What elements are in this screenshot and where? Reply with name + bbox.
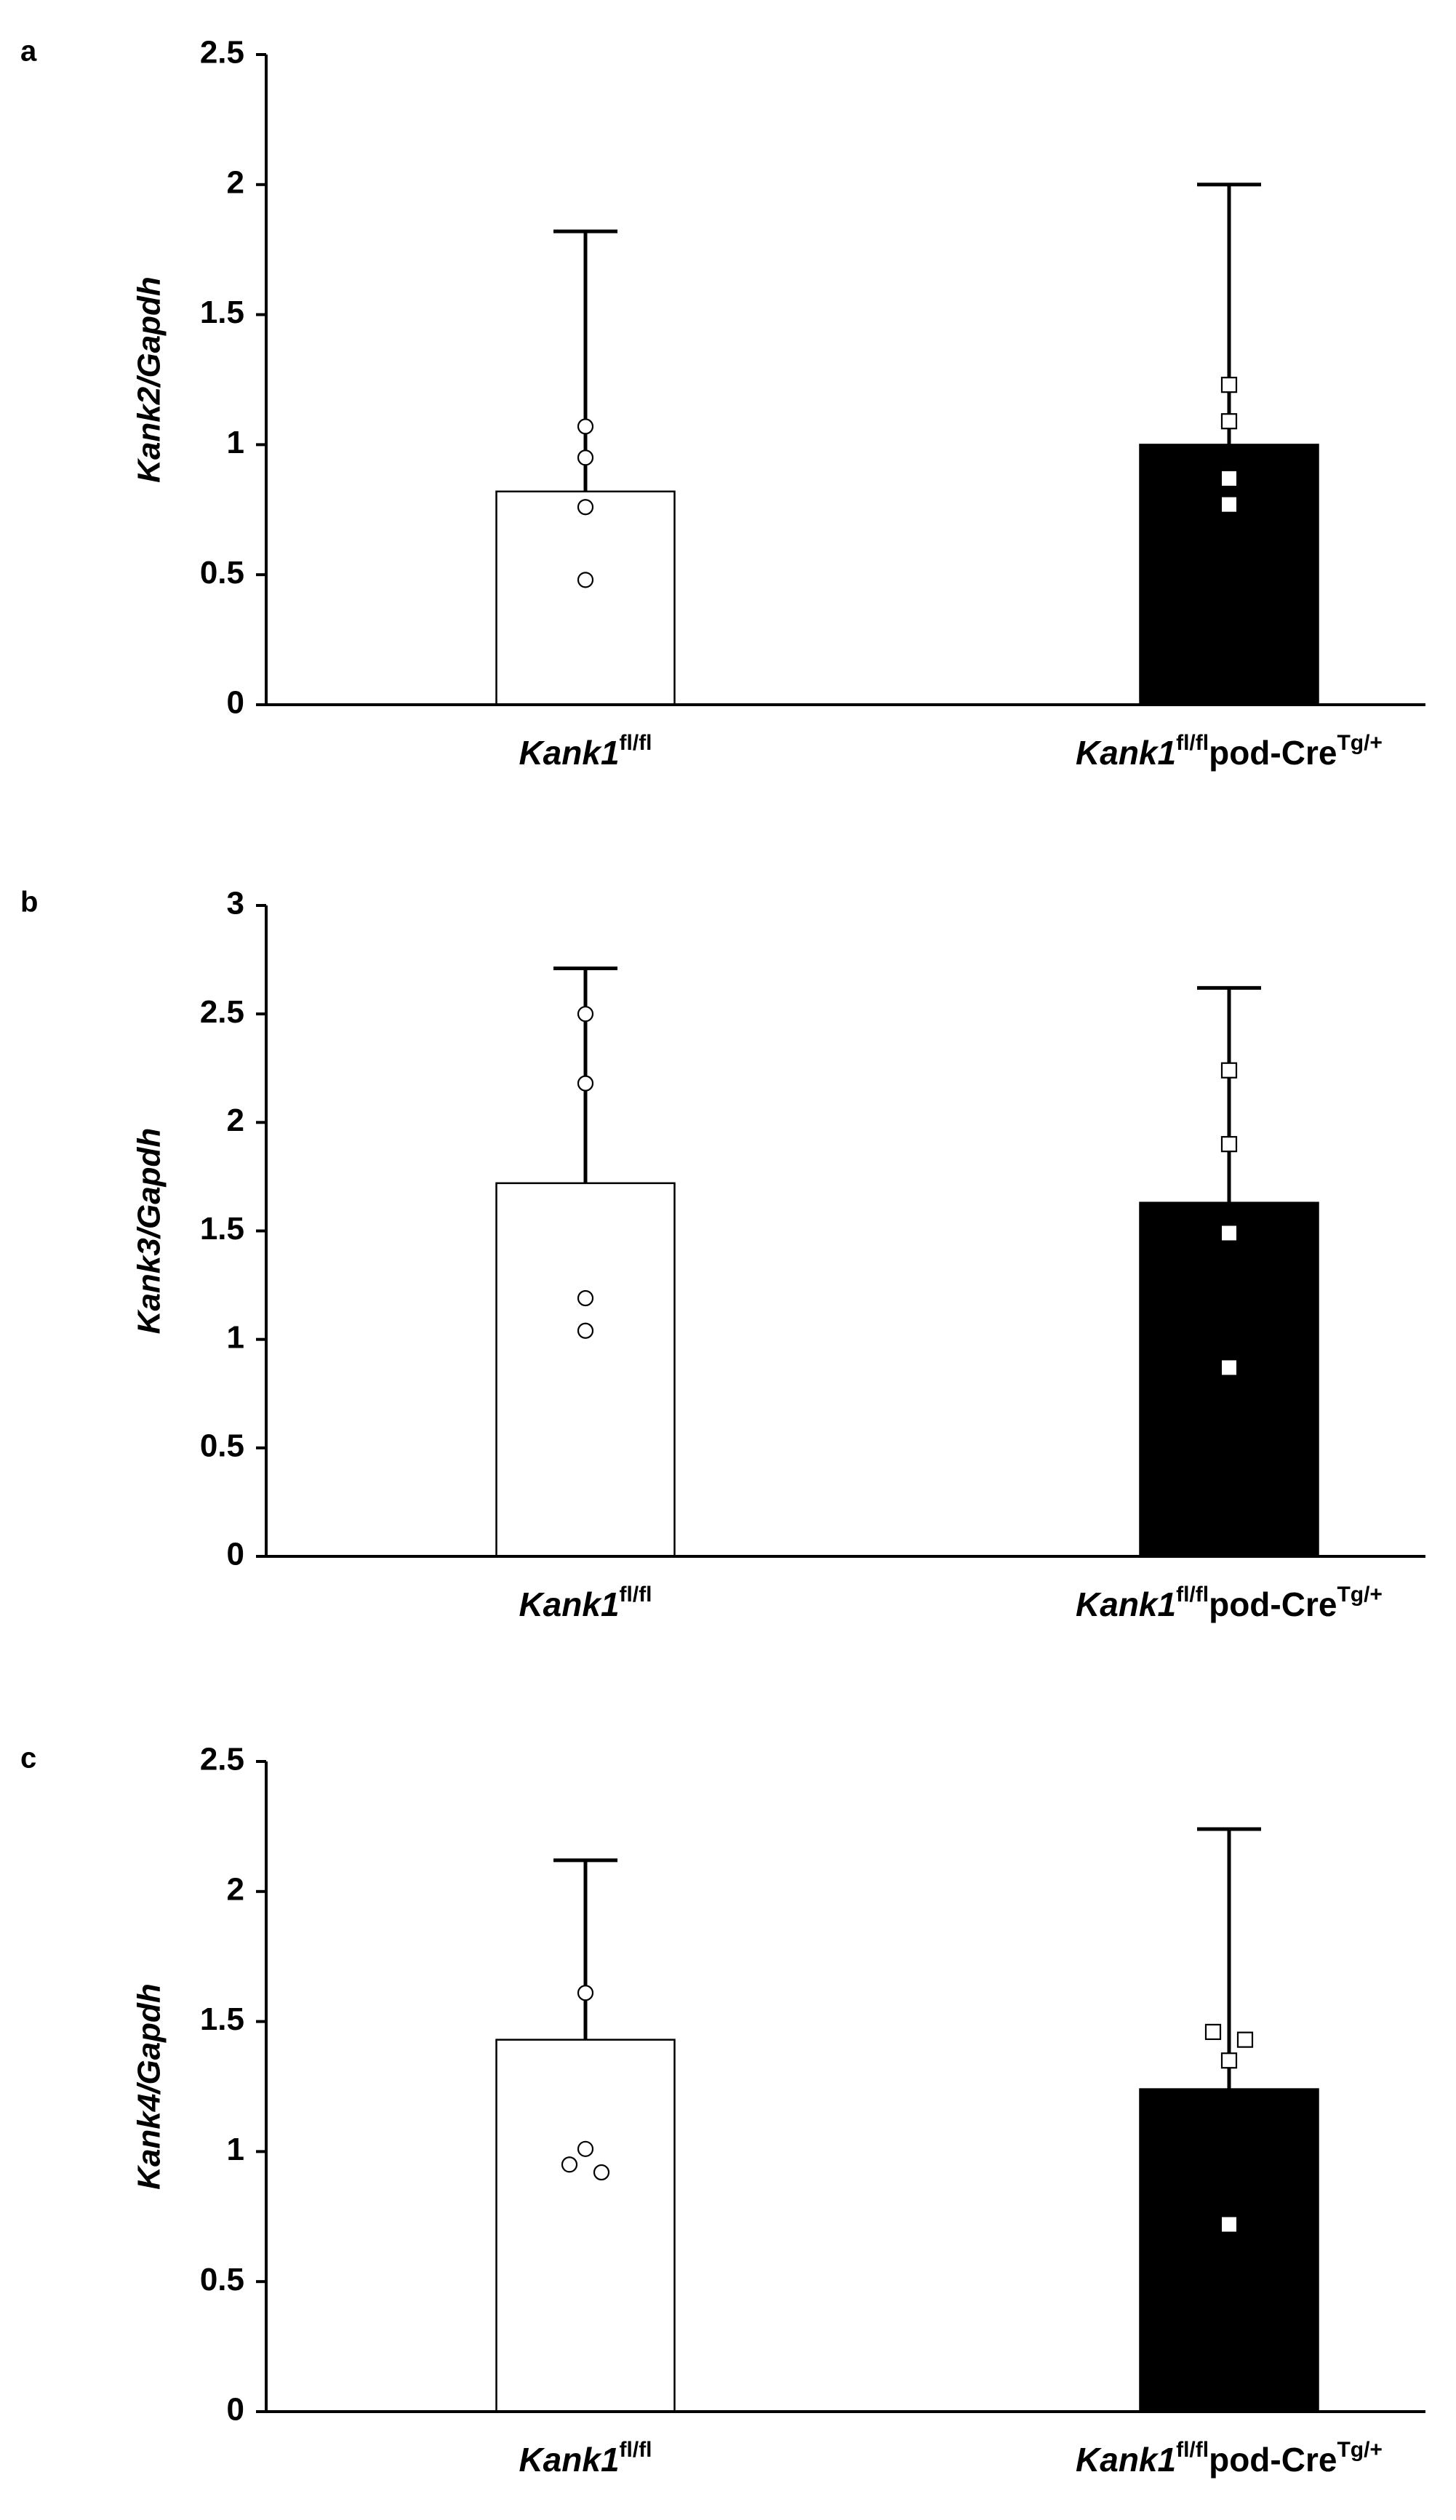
bar-control bbox=[495, 490, 676, 706]
category-label: Kank1fl/flpod-CreTg/+ bbox=[1076, 731, 1383, 772]
y-axis-label: Kank2/Gapdh bbox=[132, 276, 167, 483]
category-superscript: fl/fl bbox=[1176, 1583, 1209, 1607]
y-tick-label: 1.5 bbox=[200, 2001, 244, 2037]
category-superscript: fl/fl bbox=[620, 731, 652, 755]
category-gene: Kank1 bbox=[1076, 2441, 1176, 2479]
category-suffix: pod-Cre bbox=[1209, 1585, 1337, 1623]
data-point bbox=[1220, 1062, 1238, 1079]
category-gene: Kank1 bbox=[519, 734, 619, 772]
category-superscript: Tg/+ bbox=[1337, 2438, 1383, 2462]
data-point bbox=[1222, 2217, 1236, 2232]
category-suffix: pod-Cre bbox=[1209, 734, 1337, 772]
category-superscript: Tg/+ bbox=[1337, 1583, 1383, 1607]
y-tick-label: 1.5 bbox=[200, 295, 244, 330]
y-tick-label: 1 bbox=[227, 425, 244, 460]
category-superscript: fl/fl bbox=[1176, 2438, 1209, 2462]
data-point bbox=[561, 2156, 578, 2173]
y-tick-label: 2 bbox=[227, 164, 244, 200]
data-point bbox=[1220, 1136, 1238, 1153]
y-tick-label: 2 bbox=[227, 1871, 244, 1907]
category-label: Kank1fl/fl bbox=[519, 1583, 652, 1623]
data-point bbox=[577, 2140, 594, 2157]
category-gene: Kank1 bbox=[1076, 734, 1176, 772]
category-superscript: fl/fl bbox=[620, 2438, 652, 2462]
y-tick-label: 1.5 bbox=[200, 1211, 244, 1247]
category-superscript: fl/fl bbox=[1176, 731, 1209, 755]
category-suffix: pod-Cre bbox=[1209, 2441, 1337, 2479]
data-point bbox=[577, 1006, 594, 1023]
data-point bbox=[593, 2164, 610, 2181]
category-superscript: Tg/+ bbox=[1337, 731, 1383, 755]
data-point bbox=[577, 499, 594, 516]
y-tick-label: 0 bbox=[227, 685, 244, 721]
category-label: Kank1fl/fl bbox=[519, 731, 652, 772]
y-tick-label: 0.5 bbox=[200, 555, 244, 591]
data-point bbox=[577, 1289, 594, 1307]
bar-control bbox=[495, 2039, 676, 2413]
y-tick-label: 2.5 bbox=[200, 1742, 244, 1777]
data-point bbox=[1222, 471, 1236, 486]
y-axis-label: Kank4/Gapdh bbox=[132, 1983, 167, 2190]
y-tick-label: 0 bbox=[227, 2392, 244, 2428]
y-axis-label: Kank3/Gapdh bbox=[132, 1128, 167, 1335]
data-point bbox=[1236, 2031, 1254, 2048]
data-point bbox=[1220, 413, 1238, 430]
bar-knockout bbox=[1139, 444, 1319, 706]
data-point bbox=[1222, 1225, 1236, 1241]
data-point bbox=[577, 1075, 594, 1092]
y-tick-label: 1 bbox=[227, 2132, 244, 2167]
data-point bbox=[1222, 1360, 1236, 1375]
panel-letter: c bbox=[20, 1743, 36, 1775]
category-label: Kank1fl/fl bbox=[519, 2438, 652, 2479]
category-gene: Kank1 bbox=[1076, 1585, 1176, 1623]
bar-knockout bbox=[1139, 2088, 1319, 2413]
y-tick-label: 1 bbox=[227, 1319, 244, 1355]
bar-control bbox=[495, 1182, 676, 1558]
data-point bbox=[577, 418, 594, 435]
y-tick-label: 3 bbox=[227, 886, 244, 921]
category-gene: Kank1 bbox=[519, 2441, 619, 2479]
category-label: Kank1fl/flpod-CreTg/+ bbox=[1076, 1583, 1383, 1623]
category-superscript: fl/fl bbox=[620, 1583, 652, 1607]
data-point bbox=[577, 1985, 594, 2001]
data-point bbox=[577, 572, 594, 588]
panel-letter: b bbox=[20, 887, 38, 919]
panel-letter: a bbox=[20, 36, 37, 68]
data-point bbox=[1222, 497, 1236, 512]
y-tick-label: 2.5 bbox=[200, 35, 244, 71]
data-point bbox=[1220, 377, 1238, 393]
y-tick-label: 2.5 bbox=[200, 994, 244, 1030]
data-point bbox=[1220, 2052, 1238, 2069]
y-tick-label: 0.5 bbox=[200, 2262, 244, 2297]
data-point bbox=[1204, 2023, 1222, 2041]
y-tick-label: 0 bbox=[227, 1537, 244, 1572]
data-point bbox=[577, 1322, 594, 1339]
bar-knockout bbox=[1139, 1201, 1319, 1558]
y-tick-label: 0.5 bbox=[200, 1428, 244, 1463]
category-gene: Kank1 bbox=[519, 1585, 619, 1623]
data-point bbox=[577, 449, 594, 466]
y-tick-label: 2 bbox=[227, 1103, 244, 1138]
category-label: Kank1fl/flpod-CreTg/+ bbox=[1076, 2438, 1383, 2479]
